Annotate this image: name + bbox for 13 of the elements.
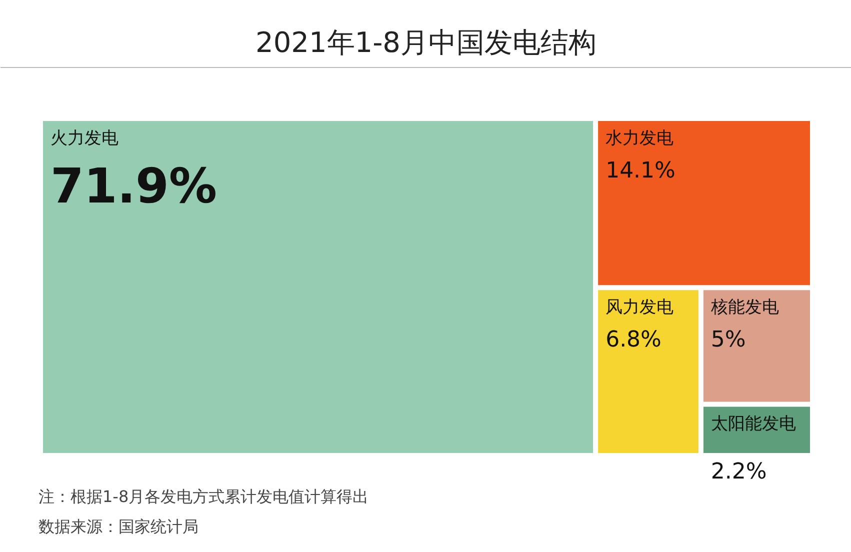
category-label: 风力发电 [606,298,674,318]
data-label: 71.9% [50,158,218,214]
category-label: 水力发电 [606,128,674,148]
source-note: 数据来源：国家统计局 [38,517,198,536]
data-label: 5% [710,328,746,353]
data-label: 14.1% [606,158,676,184]
category-label: 太阳能发电 [710,414,796,434]
category-label: 火力发电 [50,128,118,148]
category-label: 核能发电 [710,298,779,318]
data-label: 6.8% [606,328,662,353]
data-label: 2.2% [710,460,767,484]
text: 注：根据1-8月各发电方式累计发电值计算得出 [38,487,369,506]
text: 2021年1-8月中国发电结构 [256,26,597,59]
